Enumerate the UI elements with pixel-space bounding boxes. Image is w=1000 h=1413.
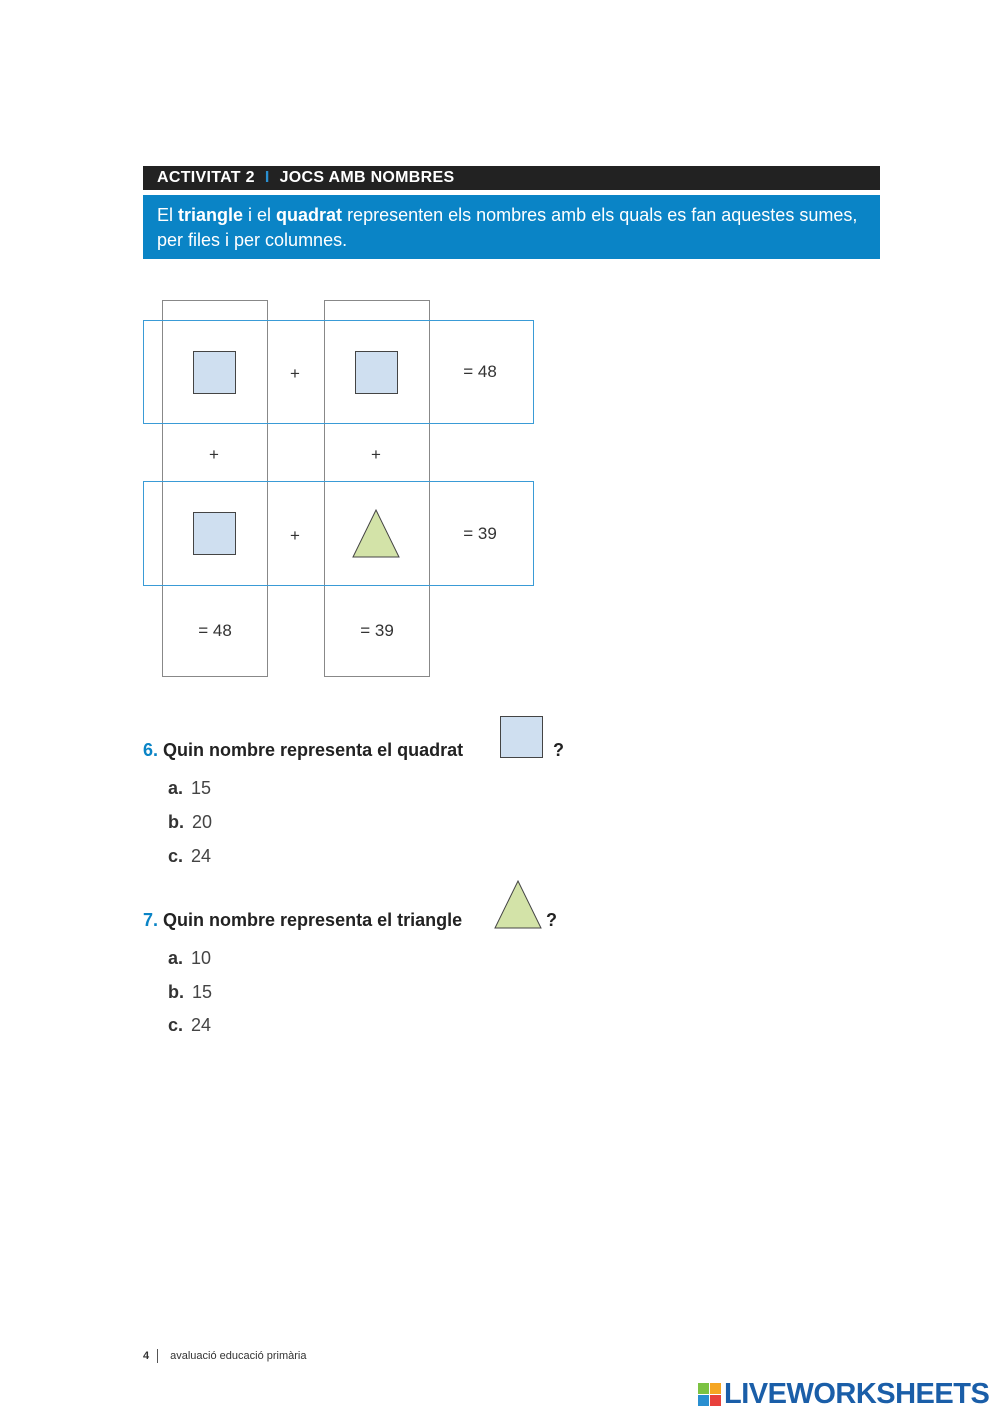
activity-title: JOCS AMB NOMBRES <box>279 169 455 186</box>
question-7: 7. Quin nombre representa el triangle <box>143 910 462 931</box>
footer-text: avaluació educació primària <box>170 1349 307 1362</box>
question-number: 7. <box>143 910 159 930</box>
option-value: 15 <box>192 982 213 1002</box>
option-value: 24 <box>191 846 212 866</box>
row-2-result: = 39 <box>463 524 497 543</box>
row-1-result: = 48 <box>463 362 497 381</box>
option-letter: a. <box>168 778 184 798</box>
page-footer: 4 avaluació educació primària <box>143 1349 306 1363</box>
question-mark: ? <box>553 740 564 760</box>
intro-text: i el <box>243 205 277 225</box>
square-shape <box>500 716 543 758</box>
question-6: 6. Quin nombre representa el quadrat <box>143 740 463 761</box>
option-6a[interactable]: a. 15 <box>168 778 211 799</box>
option-letter: b. <box>168 812 184 832</box>
option-value: 24 <box>191 1015 212 1035</box>
question-number: 6. <box>143 740 159 760</box>
plus-sign: + <box>290 364 300 383</box>
option-value: 20 <box>192 812 213 832</box>
header-separator: I <box>264 169 270 186</box>
square-shape <box>193 351 236 394</box>
instructions: El triangle i el quadrat representen els… <box>143 195 880 259</box>
column-1-result: = 48 <box>198 621 232 640</box>
question-text: Quin nombre representa el quadrat <box>163 740 464 760</box>
row-1-frame <box>143 320 534 424</box>
option-7a[interactable]: a. 10 <box>168 948 211 969</box>
triangle-shape <box>352 508 400 558</box>
square-shape <box>193 512 236 555</box>
column-2-frame <box>324 300 430 677</box>
option-value: 10 <box>191 948 212 968</box>
row-2-frame <box>143 481 534 586</box>
square-shape <box>355 351 398 394</box>
triangle-shape <box>494 879 542 929</box>
logo-text: LIVEWORKSHEETS <box>724 1378 990 1410</box>
option-6b[interactable]: b. 20 <box>168 812 212 833</box>
page-number: 4 <box>143 1349 150 1362</box>
plus-sign: + <box>209 445 219 464</box>
intro-text: representen els nombres amb els quals es… <box>157 205 858 250</box>
option-letter: a. <box>168 948 184 968</box>
intro-bold-triangle: triangle <box>178 205 244 225</box>
option-letter: c. <box>168 1015 184 1035</box>
column-2-result: = 39 <box>360 621 394 640</box>
question-text: Quin nombre representa el triangle <box>163 910 463 930</box>
column-1-frame <box>162 300 268 677</box>
plus-sign: + <box>290 526 300 545</box>
footer-divider <box>157 1349 159 1363</box>
intro-bold-quadrat: quadrat <box>276 205 343 225</box>
option-letter: b. <box>168 982 184 1002</box>
activity-header: ACTIVITAT 2 I JOCS AMB NOMBRES <box>143 166 880 190</box>
question-mark: ? <box>546 910 557 930</box>
liveworksheets-logo: LIVEWORKSHEETS <box>698 1378 990 1411</box>
option-value: 15 <box>191 778 212 798</box>
logo-icon <box>698 1383 721 1406</box>
option-6c[interactable]: c. 24 <box>168 846 211 867</box>
option-7b[interactable]: b. 15 <box>168 982 212 1003</box>
plus-sign: + <box>371 445 381 464</box>
activity-label: ACTIVITAT 2 <box>157 169 255 186</box>
option-letter: c. <box>168 846 184 866</box>
option-7c[interactable]: c. 24 <box>168 1015 211 1036</box>
intro-text: El <box>157 205 179 225</box>
